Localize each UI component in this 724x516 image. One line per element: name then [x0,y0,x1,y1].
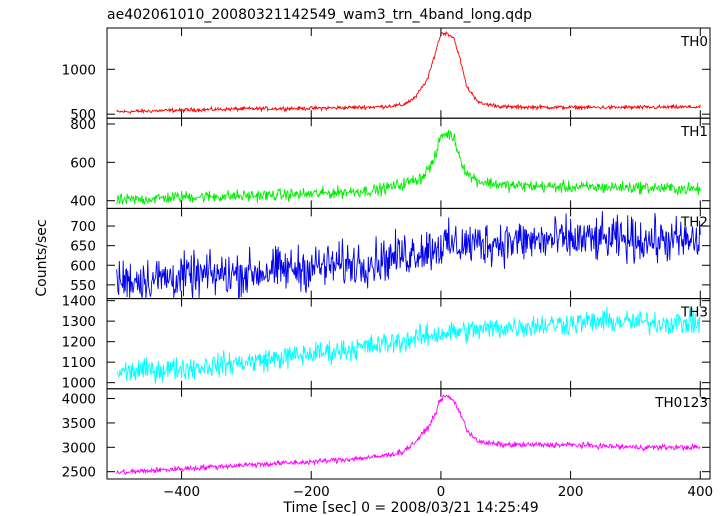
panel-frame-th0123 [106,388,711,480]
series-line-th3 [116,306,701,384]
series-line-th0123 [116,394,701,475]
y-tick-label-th1: 400 [70,194,96,210]
series-line-th2 [116,211,701,300]
panel-frame-th1 [106,117,711,209]
y-tick-label-th2: 600 [70,258,96,274]
panel-label-th2: TH2 [680,214,708,230]
y-tick-label-th2: 550 [70,278,96,294]
x-tick-label: 200 [558,484,584,500]
y-axis-label: Counts/sec [34,219,50,296]
panel-label-th1: TH1 [680,124,708,140]
x-tick-label: −400 [163,484,200,500]
panel-label-th0: TH0 [680,34,708,50]
series-line-th1 [116,129,701,205]
chart-title: ae402061010_20080321142549_wam3_trn_4ban… [107,7,532,23]
y-tick-label-th2: 700 [70,219,96,235]
panel-frame-th2 [106,207,711,300]
y-tick-label-th3: 1000 [62,376,96,392]
y-tick-label-th0123: 4000 [62,392,96,408]
x-tick-label: 0 [437,484,446,500]
x-axis-label: Time [sec] 0 = 2008/03/21 14:25:49 [282,500,538,516]
panel-label-th3: TH3 [680,305,708,321]
panels-group: 500 1000 TH0 400 600 800 TH1 550 600 650 700 TH2 100… [62,27,713,500]
y-tick-label-th3: 1100 [62,355,96,371]
panel-frame-th0 [106,27,711,119]
y-tick-label-th3: 1300 [62,314,96,330]
y-tick-label-th0: 1000 [62,62,96,78]
y-tick-label-th2: 650 [70,239,96,255]
x-tick-label: 400 [687,484,713,500]
y-tick-label-th0123: 2500 [62,465,96,481]
y-tick-label-th3: 1200 [62,335,96,351]
y-tick-label-th3: 1400 [62,294,96,310]
y-tick-label-th1: 800 [70,117,96,133]
y-tick-label-th0123: 3500 [62,416,96,432]
y-tick-label-th1: 600 [70,155,96,171]
x-tick-label: −200 [293,484,330,500]
panel-label-th0123: TH0123 [654,395,708,411]
y-tick-label-th0: 500 [70,107,96,123]
y-tick-label-th0123: 3000 [62,440,96,456]
series-line-th0 [116,31,701,115]
